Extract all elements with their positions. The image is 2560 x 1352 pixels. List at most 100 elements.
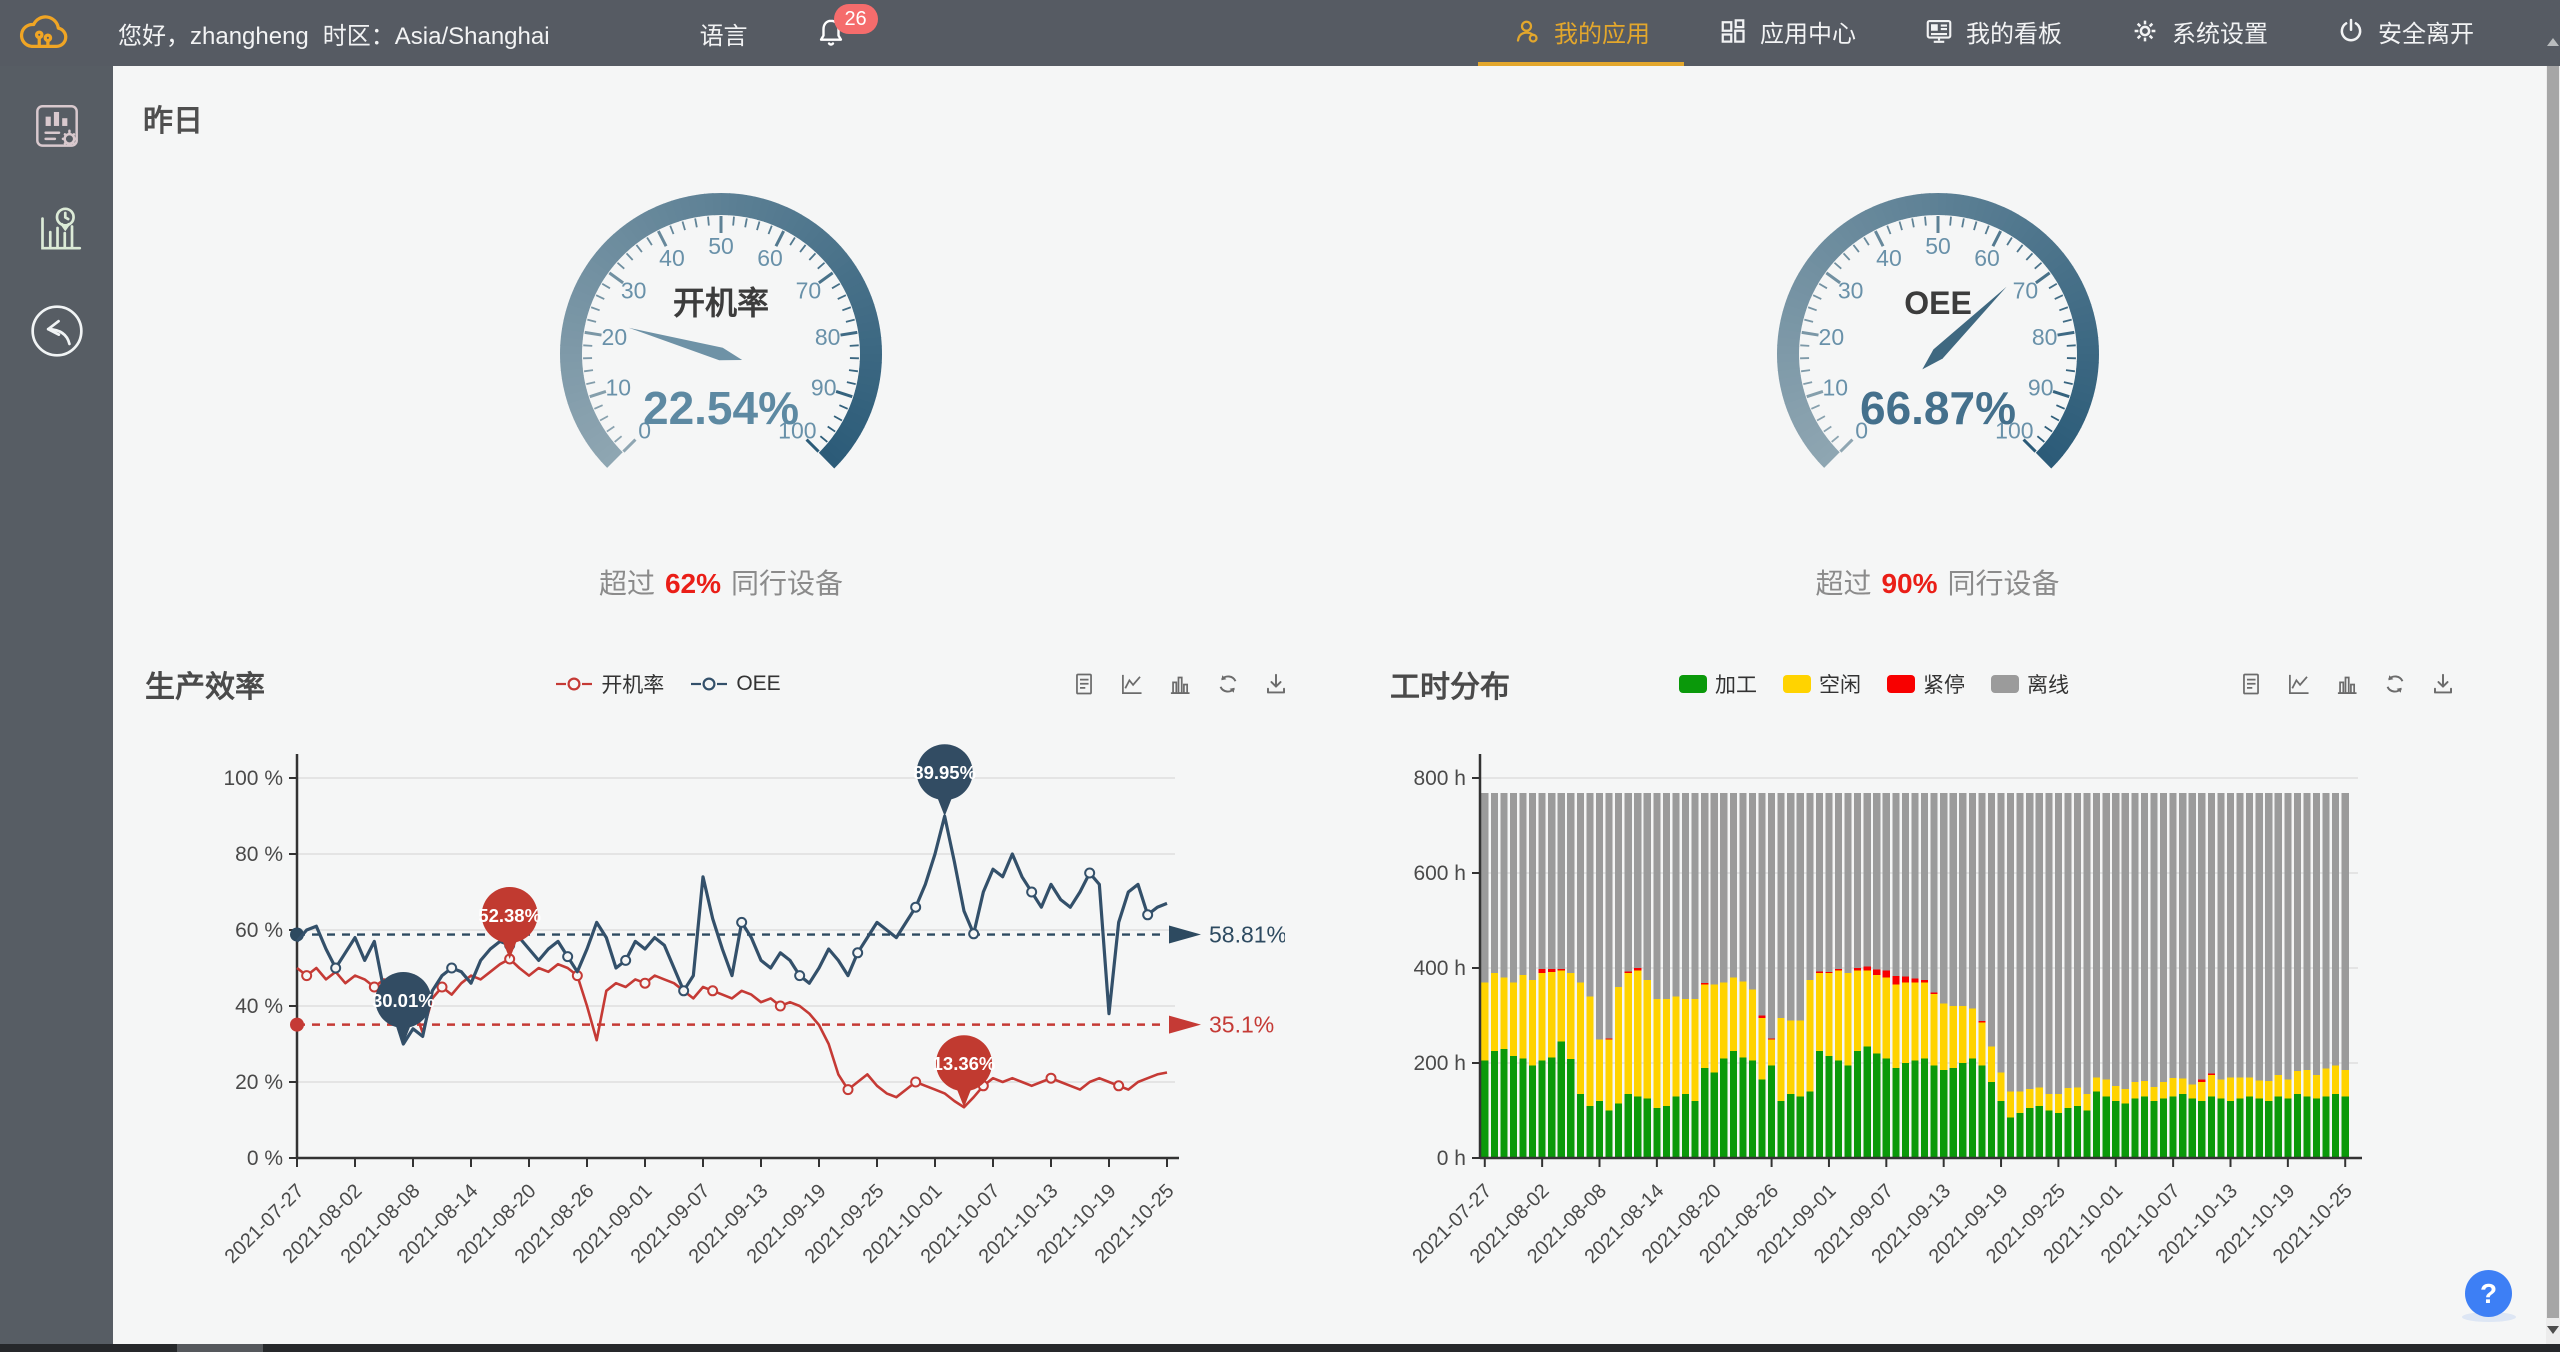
gauge-oee: 0 10 20 30 40 50 60 70 80 90 100 OEE 66.87%: [1776, 193, 2099, 469]
power-icon: [2336, 16, 2366, 46]
vertical-scrollbar-thumb[interactable]: [2547, 66, 2559, 1318]
brand-logo[interactable]: [18, 11, 72, 55]
svg-text:200 h: 200 h: [1413, 1052, 1466, 1075]
chart-legend: 开机率 OEE: [265, 669, 1071, 699]
legend-label: OEE: [736, 672, 781, 695]
svg-text:10: 10: [605, 374, 631, 400]
charts-section: 生产效率 开机率 OEE 0 % 20 % 40 % 60 % 80 % 100 % 2021…: [113, 658, 2546, 1275]
legend-label: 加工: [1715, 674, 1757, 697]
topbar-nav-safe-logout[interactable]: 安全离开: [2302, 0, 2508, 66]
nav-label: 应用中心: [1760, 20, 1856, 48]
svg-text:80: 80: [815, 324, 841, 350]
legend-label: 紧停: [1923, 674, 1965, 697]
benchmark-value: 62%: [664, 568, 722, 599]
svg-text:60 %: 60 %: [235, 919, 283, 942]
bar-chart-icon[interactable]: [2334, 671, 2360, 697]
scroll-up-arrow-icon[interactable]: [2547, 38, 2559, 46]
scroll-down-arrow-icon[interactable]: [2547, 1326, 2559, 1334]
swatch-icon: [1783, 675, 1811, 693]
svg-text:400 h: 400 h: [1413, 957, 1466, 980]
horizontal-scrollbar-thumb[interactable]: [177, 1344, 263, 1352]
legend-item-lixian[interactable]: 离线: [1991, 669, 2069, 699]
svg-text:30: 30: [621, 278, 647, 304]
svg-text:0 h: 0 h: [1437, 1147, 1466, 1170]
topbar: 您好，zhangheng 时区：Asia/Shanghai 语言 26 我的应用…: [0, 0, 2560, 66]
nav-label: 系统设置: [2172, 20, 2268, 48]
data-view-icon[interactable]: [1071, 671, 1097, 697]
swatch-icon: [1991, 675, 2019, 693]
svg-text:20 %: 20 %: [235, 1071, 283, 1094]
topbar-nav-my-apps[interactable]: 我的应用: [1478, 0, 1684, 66]
legend-item-kaijilv[interactable]: 开机率: [555, 669, 664, 699]
legend-item-jiagong[interactable]: 加工: [1679, 669, 1757, 699]
language-menu[interactable]: 语言: [699, 22, 748, 50]
line-marker-icon: [556, 677, 593, 691]
svg-text:开机率: 开机率: [673, 285, 769, 321]
chart-toolbar: [2238, 671, 2456, 697]
svg-text:90: 90: [811, 374, 837, 400]
data-view-icon[interactable]: [2238, 671, 2264, 697]
sidebar-item-back[interactable]: [28, 302, 86, 360]
download-icon[interactable]: [1263, 671, 1289, 697]
legend-item-oee[interactable]: OEE: [690, 672, 781, 696]
chart-header: 生产效率 开机率 OEE: [145, 658, 1289, 710]
svg-text:13.36%: 13.36%: [933, 1053, 996, 1074]
benchmark-value: 90%: [1881, 568, 1938, 599]
svg-text:50: 50: [1925, 233, 1951, 259]
notifications-button[interactable]: 26: [814, 4, 878, 50]
page-title: 昨日: [143, 105, 203, 138]
gauge-card-kaijilv: 0 10 20 30 40 50 60 70 80 90 100 开机率 22.54% 超过 62% 同行设…: [113, 162, 1329, 602]
benchmark-prefix: 超过: [1815, 568, 1872, 599]
legend-label: 离线: [2027, 674, 2069, 697]
svg-text:60: 60: [1974, 245, 2000, 271]
svg-text:100 %: 100 %: [223, 767, 283, 790]
work-hours-icon: [28, 207, 86, 262]
chart-title: 工时分布: [1390, 671, 1510, 704]
svg-text:58.81%: 58.81%: [1209, 922, 1285, 948]
refresh-icon[interactable]: [1215, 671, 1241, 697]
svg-text:52.38%: 52.38%: [478, 905, 541, 926]
gauge-card-oee: 0 10 20 30 40 50 60 70 80 90 100 OEE 66.87% 超过 90% 同行设…: [1329, 162, 2546, 602]
line-chart-efficiency: 0 %20 %40 %60 %80 %100 %2021-07-272021-0…: [221, 744, 1287, 1268]
svg-text:89.95%: 89.95%: [913, 762, 976, 783]
topbar-nav-system-settings[interactable]: 系统设置: [2096, 0, 2302, 66]
topbar-nav-app-center[interactable]: 应用中心: [1684, 0, 1890, 66]
sidebar-item-work-hours[interactable]: [28, 200, 86, 258]
help-button[interactable]: ?: [2465, 1270, 2512, 1317]
svg-text:66.87%: 66.87%: [1859, 382, 2015, 434]
svg-text:40: 40: [1876, 245, 1902, 271]
report-config-icon: [28, 105, 86, 160]
notification-badge: 26: [833, 4, 878, 34]
svg-text:OEE: OEE: [1904, 285, 1972, 321]
bar-chart-icon[interactable]: [1167, 671, 1193, 697]
horizontal-scrollbar[interactable]: [0, 1344, 2560, 1352]
legend-label: 空闲: [1819, 674, 1861, 697]
svg-text:30: 30: [1837, 278, 1863, 304]
benchmark-text: 超过 62% 同行设备: [599, 562, 843, 602]
benchmark-prefix: 超过: [598, 568, 655, 599]
download-icon[interactable]: [2430, 671, 2456, 697]
svg-text:0 %: 0 %: [247, 1147, 283, 1170]
legend-item-kongxian[interactable]: 空闲: [1783, 669, 1861, 699]
svg-text:60: 60: [757, 245, 783, 271]
swatch-icon: [1887, 675, 1915, 693]
vertical-scrollbar[interactable]: [2546, 0, 2560, 1344]
nav-label: 我的看板: [1966, 20, 2062, 48]
timezone-label[interactable]: 时区：Asia/Shanghai: [322, 22, 550, 50]
line-chart-icon[interactable]: [2286, 671, 2312, 697]
svg-text:50: 50: [708, 233, 734, 259]
svg-text:100: 100: [778, 417, 816, 443]
sidebar-item-report-config[interactable]: [28, 98, 86, 156]
legend-item-jinting[interactable]: 紧停: [1887, 669, 1965, 699]
chart-card-hours: 工时分布 加工 空闲 紧停 离线 0 h 200 h 400 h 600 h 800 h 202…: [1329, 658, 2546, 1275]
svg-text:35.1%: 35.1%: [1209, 1012, 1274, 1038]
user-greeting[interactable]: 您好，zhangheng: [118, 22, 309, 50]
chart-title: 生产效率: [145, 671, 265, 704]
topbar-nav-my-dashboard[interactable]: 我的看板: [1890, 0, 2096, 66]
svg-text:40: 40: [659, 245, 685, 271]
svg-text:20: 20: [1818, 324, 1844, 350]
svg-text:800 h: 800 h: [1413, 767, 1466, 790]
line-chart-icon[interactable]: [1119, 671, 1145, 697]
refresh-icon[interactable]: [2382, 671, 2408, 697]
